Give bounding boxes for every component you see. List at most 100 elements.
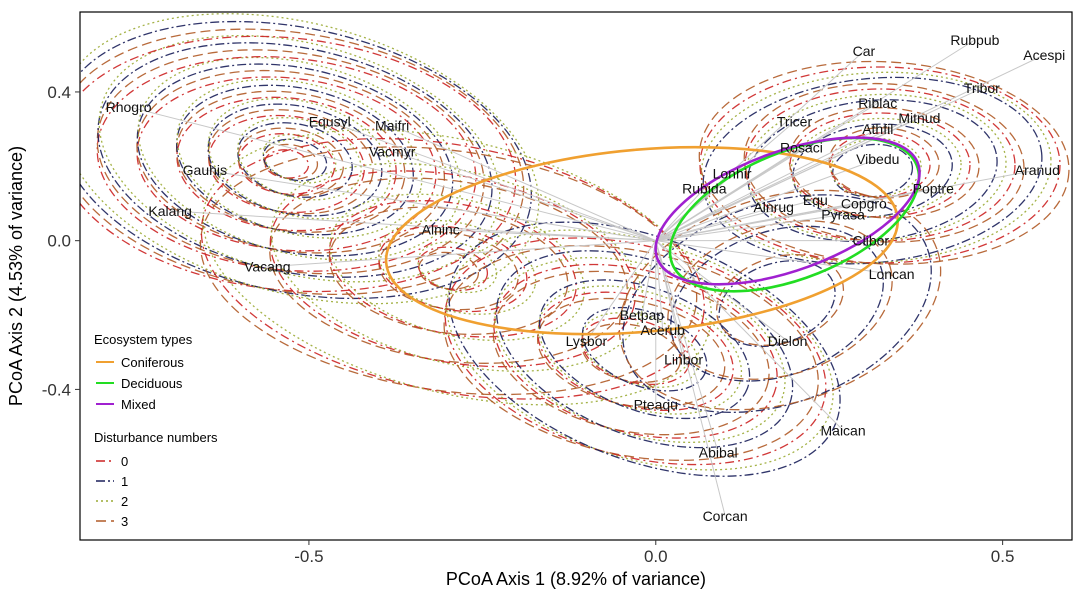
species-label-linbor: Linbor <box>664 352 703 368</box>
density-contour <box>329 193 586 342</box>
species-label-athfil: Athfil <box>862 121 893 137</box>
species-label-tribor: Tribor <box>964 80 1000 96</box>
species-label-riblac: Riblac <box>858 95 897 111</box>
species-label-rubida: Rubida <box>682 181 727 197</box>
species-label-abibal: Abibal <box>699 445 738 461</box>
species-label-pteaqu: Pteaqu <box>634 396 678 412</box>
density-contour <box>328 200 577 338</box>
density-contour <box>745 93 1007 242</box>
density-contour <box>699 66 1061 264</box>
legend-label-disturbance-1: 1 <box>121 474 128 489</box>
species-vector <box>655 214 844 242</box>
density-contour <box>446 229 834 471</box>
species-vector <box>655 240 719 453</box>
density-contour <box>788 107 980 219</box>
species-vector <box>641 240 657 316</box>
density-contour <box>270 162 644 372</box>
species-vector <box>655 158 878 242</box>
legend-label-disturbance-2: 2 <box>121 494 128 509</box>
species-label-car: Car <box>853 43 876 59</box>
ellipse-deciduous <box>668 136 921 293</box>
species-label-tricer: Tricer <box>777 114 813 130</box>
species-label-copgro: Copgro <box>841 195 887 211</box>
density-contour <box>176 96 397 232</box>
species-vector <box>655 240 726 516</box>
legend-label-disturbance-3: 3 <box>121 514 128 529</box>
density-contour <box>743 82 1025 243</box>
species-label-vacmyr: Vacmyr <box>369 143 416 159</box>
density-contour <box>792 123 953 218</box>
species-label-vibedu: Vibedu <box>856 151 899 167</box>
species-label-acespi: Acespi <box>1023 47 1065 63</box>
species-label-loncan: Loncan <box>869 266 915 282</box>
species-vector <box>655 203 864 242</box>
density-contour <box>538 279 751 420</box>
species-vector <box>170 210 656 242</box>
species-vector <box>267 240 656 268</box>
species-label-betpap: Betpap <box>620 307 665 323</box>
ellipse-coniferous <box>384 145 900 336</box>
y-tick-label: 0.4 <box>47 83 71 102</box>
axis-ticks: -0.5 0.0 0.5 0.4 0.0 -0.4 <box>42 83 1015 566</box>
density-contour <box>238 133 336 195</box>
species-vector <box>655 199 816 242</box>
species-vector <box>392 150 656 242</box>
species-vector <box>585 240 657 342</box>
density-contour <box>536 297 726 409</box>
density-contour <box>378 219 537 315</box>
density-contour <box>137 56 462 261</box>
species-label-lysbor: Lysbor <box>566 333 608 349</box>
species-label-alnrug: Alnrug <box>753 199 793 215</box>
species-vector <box>391 124 656 242</box>
species-label-rhogro: Rhogro <box>106 99 152 115</box>
density-contour <box>492 270 770 436</box>
x-tick-label: -0.5 <box>294 547 323 566</box>
species-vectors <box>128 39 1045 516</box>
density-contour <box>493 263 778 439</box>
legend-label-disturbance-0: 0 <box>121 454 128 469</box>
legend-disturbance-title: Disturbance numbers <box>94 430 218 445</box>
species-label-maifri: Maifri <box>375 117 409 133</box>
species-vector <box>655 54 1045 242</box>
ellipse-mixed <box>654 136 921 286</box>
density-contour <box>80 20 533 300</box>
species-vector <box>128 106 656 242</box>
density-contour <box>667 220 893 380</box>
density-contour <box>263 149 310 179</box>
species-label-aranud: Aranud <box>1015 162 1060 178</box>
density-contour <box>262 133 337 184</box>
density-contour <box>202 129 712 406</box>
species-vector <box>655 102 879 242</box>
species-vector <box>655 188 705 242</box>
species-vector <box>655 240 844 431</box>
density-contour <box>200 137 705 400</box>
density-contour <box>237 117 362 201</box>
species-label-poptre: Poptre <box>913 181 954 197</box>
density-contour <box>618 189 942 411</box>
species-label-pyrasa: Pyrasa <box>821 207 865 223</box>
density-contour <box>495 250 794 449</box>
species-vector <box>655 206 774 242</box>
species-label-alninc: Alninc <box>422 222 460 238</box>
species-vector <box>329 121 656 242</box>
density-contour <box>207 97 392 220</box>
species-label-corcan: Corcan <box>703 508 748 524</box>
y-tick-label: -0.4 <box>42 380 71 399</box>
density-contour <box>176 78 423 239</box>
legend-ecosystem-title: Ecosystem types <box>94 332 193 347</box>
species-label-gauhis: Gauhis <box>183 162 227 178</box>
species-vector <box>655 128 878 242</box>
legend-label-coniferous: Coniferous <box>121 355 184 370</box>
y-axis-title: PCoA Axis 2 (4.53% of variance) <box>6 146 26 406</box>
species-label-equ: Equ <box>803 192 828 208</box>
legend-label-deciduous: Deciduous <box>121 376 183 391</box>
species-vector <box>655 147 802 242</box>
density-contour <box>581 317 690 386</box>
species-label-mitnud: Mitnud <box>898 110 940 126</box>
x-tick-label: 0.0 <box>644 547 668 566</box>
species-label-maican: Maican <box>821 422 866 438</box>
species-vector <box>440 229 656 242</box>
species-label-acerub: Acerub <box>641 322 686 338</box>
